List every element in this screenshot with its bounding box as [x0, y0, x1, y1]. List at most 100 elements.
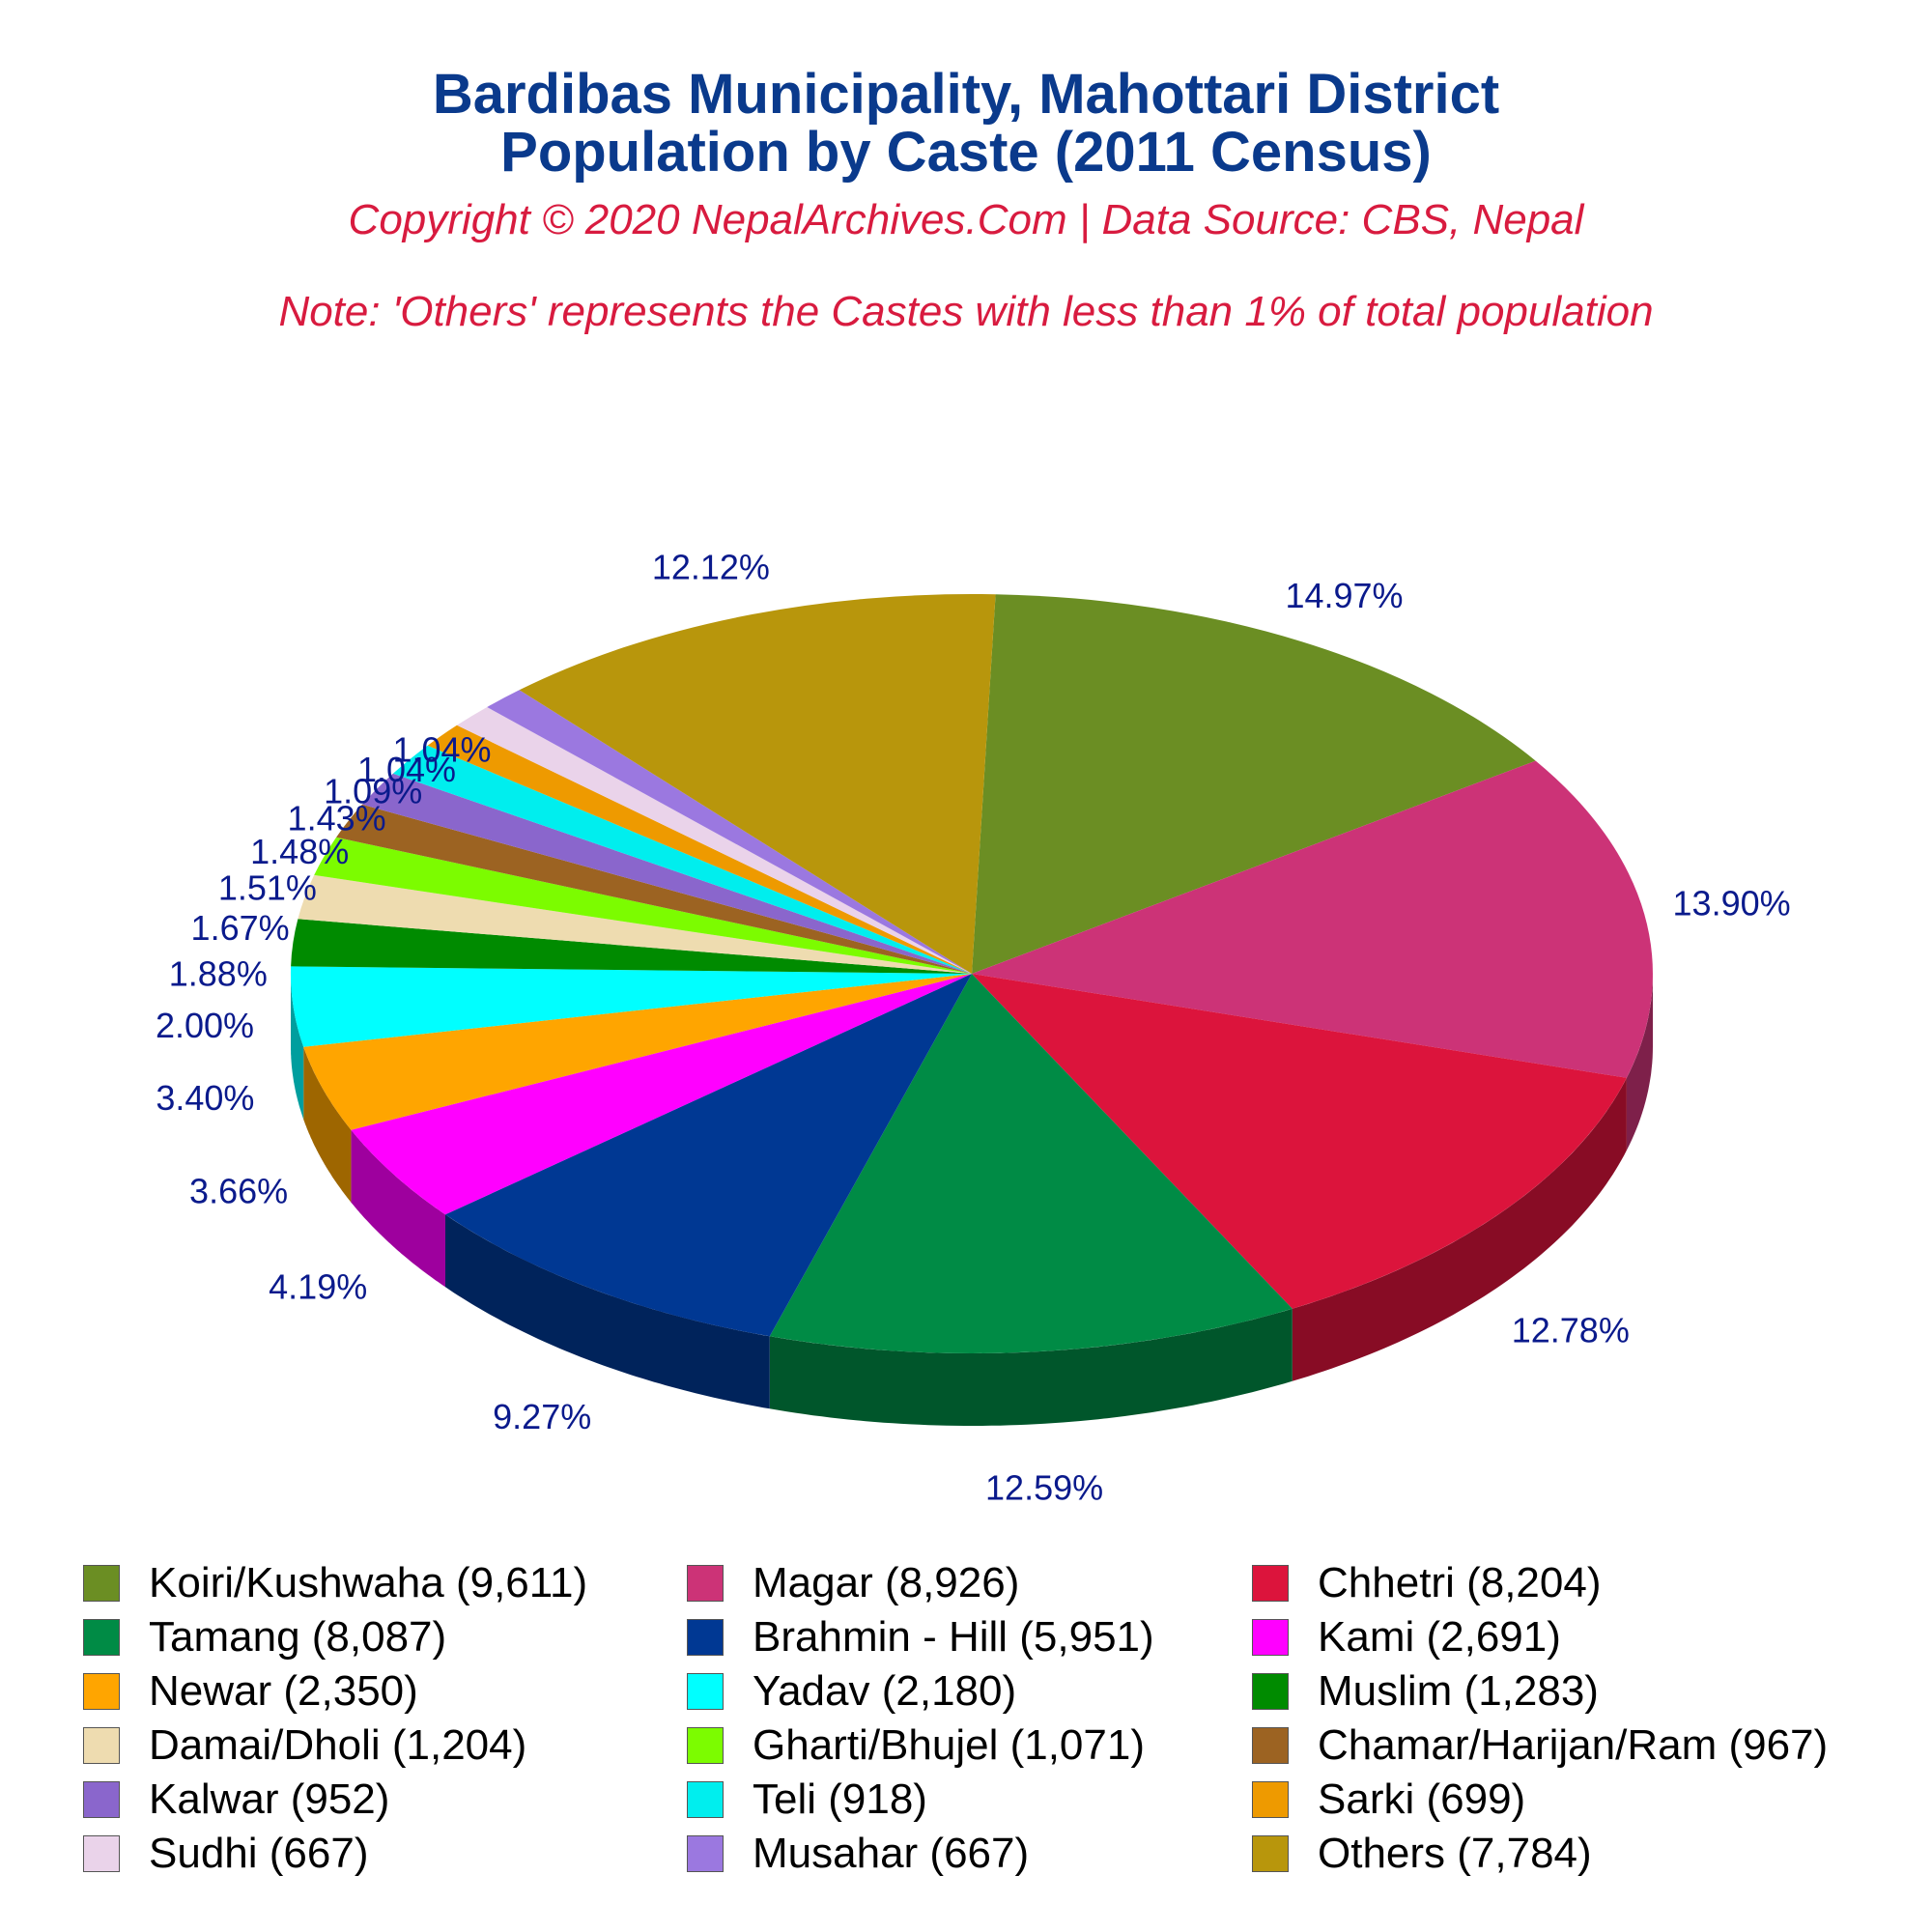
pie-side-walls [291, 974, 1653, 1426]
pie-label-muslim: 2.00% [156, 1006, 254, 1045]
pie-label-teli: 1.43% [288, 799, 386, 838]
legend-label: Damai/Dholi (1,204) [149, 1720, 527, 1769]
pie-slice-magar [972, 760, 1653, 1078]
legend-item-sudhi: Sudhi (667) [83, 1828, 687, 1879]
legend-label: Sarki (699) [1318, 1775, 1526, 1823]
copyright-text: Copyright © 2020 NepalArchives.Com | Dat… [348, 196, 1584, 243]
legend-item-yadav: Yadav (2,180) [687, 1665, 1252, 1717]
legend-label: Teli (918) [753, 1775, 927, 1823]
pie-slice-sudhi [457, 707, 972, 974]
legend-swatch [1252, 1618, 1289, 1656]
pie-side-magar [1626, 974, 1653, 1151]
legend-item-gharti-bhujel: Gharti/Bhujel (1,071) [687, 1719, 1252, 1771]
legend-item-magar: Magar (8,926) [687, 1557, 1252, 1608]
pie-label-tamang: 12.59% [985, 1468, 1103, 1508]
chart-title-line2: Population by Caste (2011 Census) [500, 121, 1432, 184]
pie-percent-labels: 14.97% 13.90% 12.78% 12.59% 9.27% 4.19% 3.66% 3… [156, 548, 1791, 1508]
pie-label-sarki: 1.09% [324, 772, 422, 811]
pie-slice-gharti-bhujel [314, 837, 972, 974]
legend-label: Gharti/Bhujel (1,071) [753, 1720, 1145, 1769]
pie-top-slices [290, 593, 1653, 1353]
pie-side-yadav [291, 974, 304, 1120]
legend-label: Muslim (1,283) [1318, 1666, 1599, 1715]
legend-label: Chamar/Harijan/Ram (967) [1318, 1720, 1829, 1769]
legend-swatch [1252, 1780, 1289, 1818]
legend-item-kalwar: Kalwar (952) [83, 1774, 687, 1825]
legend-item-koiri-kushwaha: Koiri/Kushwaha (9,611) [83, 1557, 687, 1608]
legend-swatch [687, 1780, 724, 1818]
legend-label: Newar (2,350) [149, 1666, 418, 1715]
legend-label: Kalwar (952) [149, 1775, 390, 1823]
pie-label-chamar-harijan-ram: 1.51% [218, 868, 317, 908]
legend-label: Koiri/Kushwaha (9,611) [149, 1558, 588, 1606]
legend-label: Tamang (8,087) [149, 1612, 447, 1661]
pie-slice-chhetri [972, 974, 1627, 1309]
legend-label: Yadav (2,180) [753, 1666, 1017, 1715]
chart-legend: Koiri/Kushwaha (9,611) Magar (8,926) Chhet… [83, 1557, 1918, 1879]
pie-slice-brahmin-hill [445, 974, 972, 1337]
pie-slice-koiri-kushwaha [972, 594, 1536, 974]
pie-slice-musahar [487, 690, 972, 974]
legend-label: Chhetri (8,204) [1318, 1558, 1602, 1606]
legend-label: Others (7,784) [1318, 1829, 1592, 1877]
legend-swatch [687, 1726, 724, 1764]
legend-swatch [687, 1834, 724, 1872]
pie-label-kalwar: 1.48% [250, 832, 349, 871]
pie-label-musahar: 1.04% [392, 729, 491, 769]
pie-slice-kami [351, 974, 972, 1215]
legend-item-damai-dholi: Damai/Dholi (1,204) [83, 1719, 687, 1771]
pie-slice-newar [303, 974, 972, 1130]
pie-label-gharti-bhujel: 1.67% [191, 908, 290, 948]
pie-slice-damai-dholi [298, 874, 972, 974]
legend-label: Kami (2,691) [1318, 1612, 1561, 1661]
legend-item-sarki: Sarki (699) [1252, 1774, 1870, 1825]
legend-swatch [687, 1672, 724, 1710]
pie-label-brahmin-hill: 9.27% [493, 1397, 591, 1436]
pie-slice-tamang [769, 974, 1293, 1353]
note-text: Note: 'Others' represents the Castes wit… [278, 288, 1654, 335]
legend-label: Sudhi (667) [149, 1829, 369, 1877]
pie-side-brahmin-hill [445, 1214, 770, 1409]
chart-title-line1: Bardibas Municipality, Mahottari Distric… [432, 63, 1500, 126]
pie-slice-yadav [290, 966, 972, 1047]
legend-item-musahar: Musahar (667) [687, 1828, 1252, 1879]
pie-slice-others [519, 593, 996, 974]
legend-swatch [83, 1672, 120, 1710]
pie-slice-chamar-harijan-ram [336, 804, 973, 974]
legend-swatch [83, 1564, 120, 1602]
legend-swatch [83, 1780, 120, 1818]
pie-slice-kalwar [361, 773, 972, 974]
legend-item-tamang: Tamang (8,087) [83, 1611, 687, 1662]
pie-label-chhetri: 12.78% [1512, 1311, 1630, 1350]
pie-side-newar [303, 1046, 352, 1203]
pie-label-others: 12.12% [652, 548, 770, 587]
legend-swatch [687, 1618, 724, 1656]
pie-slice-teli [392, 745, 972, 974]
legend-swatch [1252, 1672, 1289, 1710]
pie-label-newar: 3.66% [189, 1172, 288, 1211]
pie-slice-muslim [291, 919, 973, 974]
legend-item-teli: Teli (918) [687, 1774, 1252, 1825]
legend-item-muslim: Muslim (1,283) [1252, 1665, 1870, 1717]
legend-item-kami: Kami (2,691) [1252, 1611, 1870, 1662]
pie-label-sudhi: 1.04% [357, 750, 456, 789]
legend-label: Magar (8,926) [753, 1558, 1020, 1606]
pie-label-koiri-kushwaha: 14.97% [1285, 576, 1403, 615]
legend-swatch [83, 1726, 120, 1764]
pie-side-tamang [769, 1308, 1293, 1426]
pie-side-chhetri [1292, 1077, 1627, 1381]
legend-item-newar: Newar (2,350) [83, 1665, 687, 1717]
legend-label: Brahmin - Hill (5,951) [753, 1612, 1154, 1661]
pie-label-kami: 4.19% [269, 1267, 367, 1307]
pie-label-yadav: 3.40% [156, 1078, 254, 1118]
legend-label: Musahar (667) [753, 1829, 1030, 1877]
pie-side-kami [351, 1129, 445, 1288]
legend-swatch [83, 1618, 120, 1656]
legend-swatch [1252, 1564, 1289, 1602]
legend-swatch [687, 1564, 724, 1602]
legend-swatch [1252, 1726, 1289, 1764]
pie-slice-sarki [427, 724, 972, 974]
pie-label-damai-dholi: 1.88% [169, 954, 268, 994]
legend-swatch [83, 1834, 120, 1872]
legend-item-others: Others (7,784) [1252, 1828, 1870, 1879]
